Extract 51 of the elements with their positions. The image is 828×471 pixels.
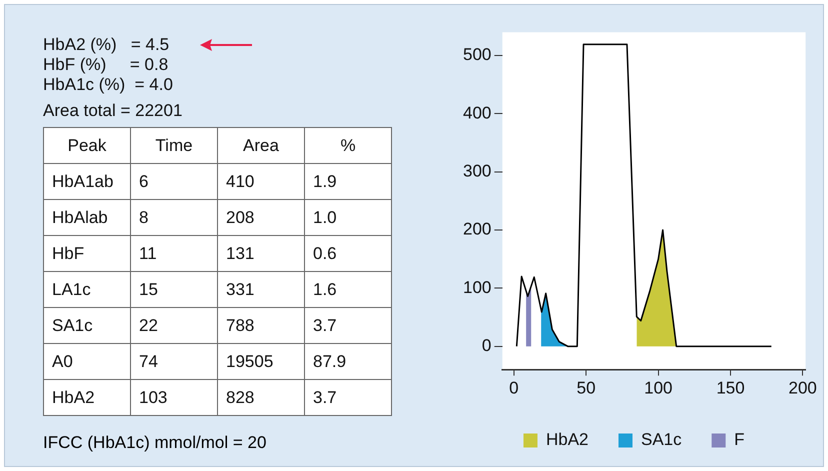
- text: HbA1ab: [44, 164, 130, 200]
- text: 74: [130, 344, 218, 380]
- x-tick-label: 200: [788, 378, 817, 398]
- y-tick-label: 400: [462, 103, 492, 122]
- legend-label: F: [734, 430, 745, 450]
- text: SA1c: [44, 308, 130, 344]
- text: 6: [130, 164, 218, 200]
- text: IFCC (HbA1c) mmol/mol = 20: [43, 433, 266, 453]
- text: 3.7: [304, 380, 392, 416]
- text: Area total = 22201: [43, 101, 184, 121]
- text: 1.0: [304, 200, 392, 236]
- text: 208: [218, 200, 304, 236]
- text: HbF (%) = 0.8: [43, 55, 170, 75]
- y-tick-label: 0: [482, 336, 492, 356]
- text: 103: [130, 380, 218, 416]
- text: HbA1c (%) = 4.0: [43, 75, 174, 95]
- text: 788: [218, 308, 304, 344]
- y-tick-label: 500: [462, 45, 492, 64]
- text: 331: [218, 272, 304, 308]
- text: 19505: [218, 344, 304, 380]
- text: HbA2 (%) = 4.5: [43, 35, 170, 55]
- y-tick-label: 100: [462, 278, 492, 297]
- text: Peak: [44, 128, 130, 164]
- x-tick-label: 0: [509, 378, 519, 398]
- text: A0: [44, 344, 130, 380]
- text: 131: [218, 236, 304, 272]
- text: 22: [130, 308, 218, 344]
- y-tick-label: 200: [462, 220, 492, 239]
- text: %: [304, 128, 392, 164]
- text: HbA2: [44, 380, 130, 416]
- text: 87.9: [304, 344, 392, 380]
- x-tick-label: 50: [576, 378, 596, 398]
- text: 15: [130, 272, 218, 308]
- text: 1.9: [304, 164, 392, 200]
- legend-label: SA1c: [641, 430, 682, 450]
- text: 0.6: [304, 236, 392, 272]
- text: Time: [130, 128, 218, 164]
- text: LA1c: [44, 272, 130, 308]
- text: HbAlab: [44, 200, 130, 236]
- text: HbF: [44, 236, 130, 272]
- text: 11: [130, 236, 218, 272]
- text: 8: [130, 200, 218, 236]
- text: Area: [218, 128, 304, 164]
- x-tick-label: 100: [644, 378, 672, 398]
- legend-label: HbA2: [546, 430, 589, 450]
- text: 410: [218, 164, 304, 200]
- y-tick-label: 300: [462, 162, 492, 180]
- x-tick-label: 150: [716, 378, 745, 398]
- text: 3.7: [304, 308, 392, 344]
- text: 828: [218, 380, 304, 416]
- text: 1.6: [304, 272, 392, 308]
